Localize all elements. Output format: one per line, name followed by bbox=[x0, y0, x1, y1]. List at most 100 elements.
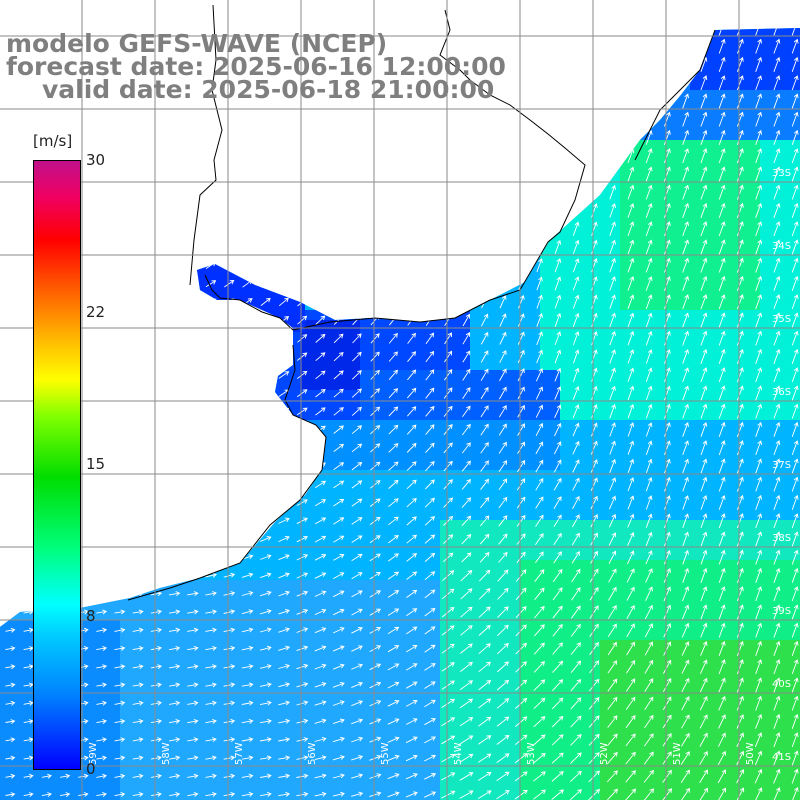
wind-arrow bbox=[588, 697, 600, 710]
wind-arrow bbox=[23, 372, 34, 378]
wind-arrow bbox=[369, 718, 382, 725]
wind-arrow bbox=[645, 330, 653, 346]
wind-arrow bbox=[151, 170, 162, 178]
wind-arrow bbox=[588, 788, 601, 800]
wind-arrow bbox=[551, 715, 564, 728]
wind-arrow bbox=[279, 205, 289, 216]
wind-arrow bbox=[296, 444, 308, 452]
wind-arrow bbox=[591, 75, 598, 90]
wind-arrow bbox=[664, 440, 671, 455]
lon-label: 50W bbox=[745, 742, 756, 765]
wind-arrow bbox=[554, 185, 562, 200]
wind-arrow bbox=[591, 148, 598, 163]
wind-arrow bbox=[426, 167, 434, 181]
wind-arrow bbox=[223, 664, 236, 670]
wind-arrow bbox=[588, 678, 600, 692]
wind-arrow bbox=[23, 116, 34, 122]
wind-arrow bbox=[334, 113, 343, 126]
wind-arrow bbox=[388, 516, 399, 526]
wind-arrow bbox=[755, 38, 763, 54]
wind-arrow bbox=[114, 280, 126, 287]
wind-arrow bbox=[405, 791, 418, 798]
wind-arrow bbox=[187, 298, 199, 306]
wind-arrow bbox=[223, 335, 235, 342]
wind-arrow bbox=[518, 166, 525, 181]
lat-label: 36S bbox=[772, 387, 791, 398]
wind-arrow bbox=[663, 148, 671, 164]
wind-arrow bbox=[553, 459, 562, 473]
wind-arrow bbox=[480, 350, 489, 363]
wind-arrow bbox=[23, 627, 34, 633]
wind-arrow bbox=[205, 444, 217, 451]
wind-arrow bbox=[444, 295, 452, 308]
wind-arrow bbox=[572, 221, 580, 236]
wind-arrow bbox=[390, 39, 397, 53]
wind-arrow bbox=[682, 129, 690, 145]
wind-arrow bbox=[389, 241, 398, 253]
wind-arrow bbox=[97, 7, 106, 14]
wind-arrow bbox=[369, 700, 382, 707]
wind-arrow bbox=[663, 129, 671, 145]
wind-arrow bbox=[114, 426, 126, 432]
wind-arrow bbox=[554, 349, 562, 364]
wind-arrow bbox=[644, 641, 653, 656]
wind-arrow bbox=[351, 645, 363, 652]
wind-arrow bbox=[700, 38, 708, 54]
wind-arrow bbox=[773, 367, 781, 383]
wind-arrow bbox=[533, 752, 546, 764]
wind-arrow bbox=[591, 331, 598, 346]
wind-arrow bbox=[572, 349, 580, 364]
wind-arrow bbox=[682, 586, 690, 602]
wind-arrow bbox=[187, 335, 199, 342]
wind-arrow bbox=[259, 627, 272, 633]
wind-arrow bbox=[205, 572, 217, 578]
wind-arrow bbox=[132, 536, 144, 542]
wind-arrow bbox=[463, 130, 470, 145]
wind-arrow bbox=[773, 111, 781, 127]
wind-arrow bbox=[187, 645, 199, 651]
wind-arrow bbox=[23, 353, 34, 359]
wind-arrow bbox=[169, 225, 180, 233]
wind-arrow bbox=[718, 330, 726, 346]
wind-arrow bbox=[114, 445, 126, 451]
wind-arrow bbox=[114, 700, 126, 706]
wind-arrow bbox=[150, 718, 162, 724]
wind-arrow bbox=[463, 112, 470, 127]
wind-arrow bbox=[297, 334, 308, 343]
wind-arrow bbox=[699, 677, 708, 693]
wind-arrow bbox=[627, 184, 635, 200]
wind-arrow bbox=[572, 111, 580, 127]
wind-arrow bbox=[499, 294, 507, 309]
wind-arrow bbox=[519, 3, 525, 16]
wind-arrow bbox=[241, 481, 254, 488]
wind-arrow bbox=[773, 695, 781, 711]
wind-arrow bbox=[481, 258, 489, 272]
wind-arrow bbox=[591, 257, 598, 273]
wind-arrow bbox=[554, 203, 562, 218]
wind-arrow bbox=[700, 202, 708, 218]
wind-arrow bbox=[369, 736, 382, 743]
wind-arrow bbox=[462, 277, 470, 290]
wind-arrow bbox=[387, 718, 400, 725]
wind-arrow bbox=[223, 554, 236, 560]
wind-arrow bbox=[718, 403, 726, 419]
wind-arrow bbox=[169, 773, 181, 779]
wind-arrow bbox=[132, 645, 144, 651]
wind-arrow bbox=[645, 458, 653, 474]
wind-arrow bbox=[496, 716, 510, 727]
wind-arrow bbox=[351, 517, 363, 525]
wind-arrow bbox=[535, 533, 544, 545]
wind-arrow bbox=[370, 296, 380, 308]
wind-arrow bbox=[607, 733, 618, 747]
wind-arrow bbox=[5, 591, 16, 597]
wind-arrow bbox=[626, 641, 635, 656]
coastline bbox=[127, 4, 716, 601]
wind-arrow bbox=[150, 609, 162, 615]
wind-arrow bbox=[627, 440, 635, 455]
wind-arrow bbox=[314, 590, 327, 597]
wind-arrow bbox=[151, 115, 162, 124]
wind-arrow bbox=[682, 28, 690, 36]
wind-arrow bbox=[462, 387, 471, 399]
wind-arrow bbox=[23, 755, 34, 761]
wind-arrow bbox=[150, 408, 162, 414]
